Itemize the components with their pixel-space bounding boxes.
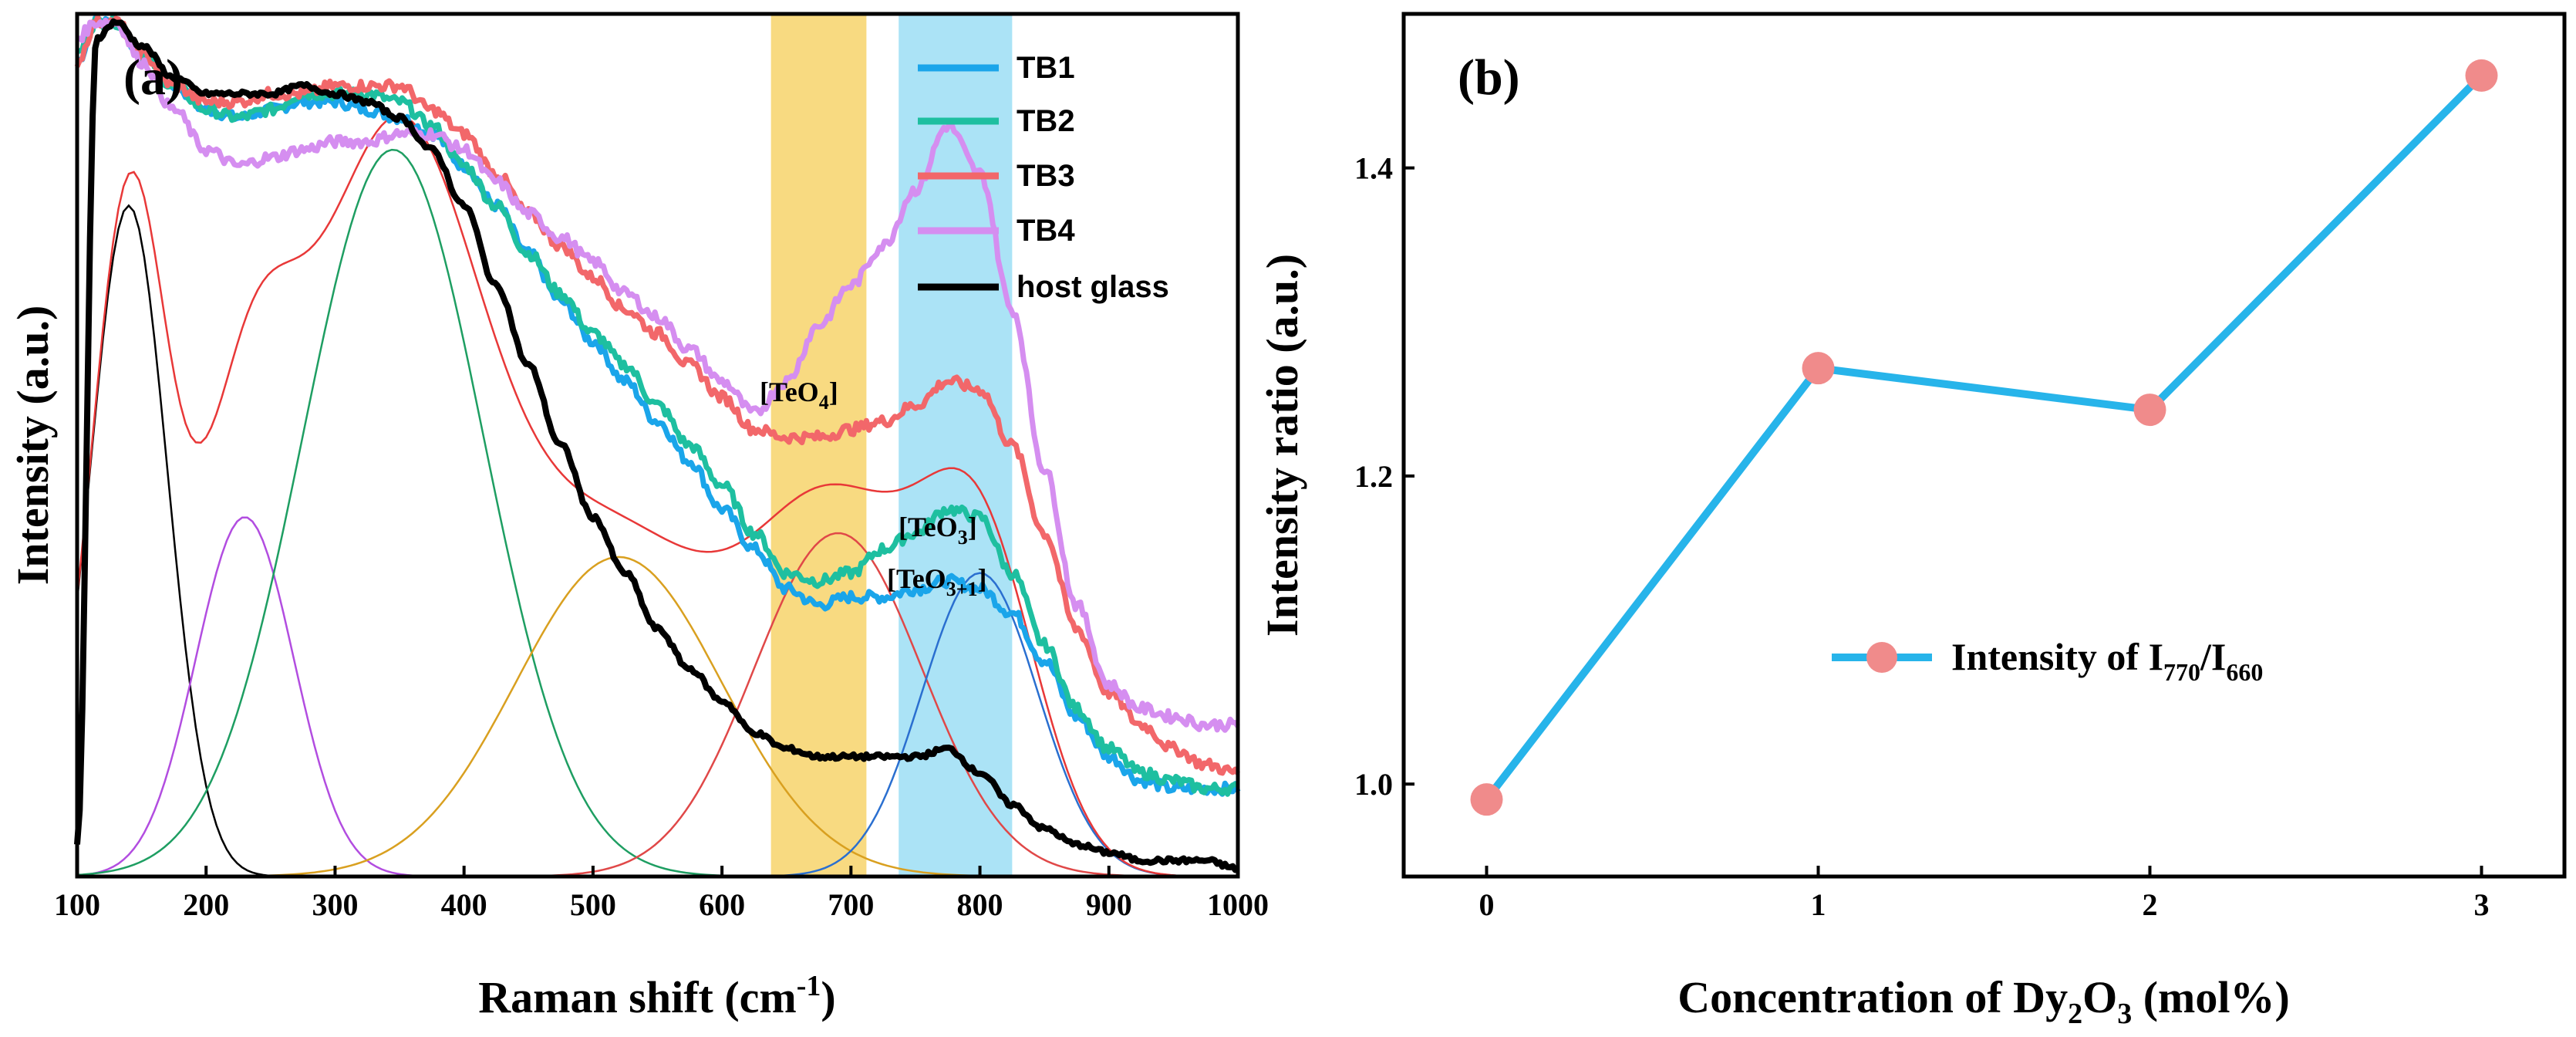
annotation-teo4: [TeO4] <box>760 377 838 414</box>
legend-label-tb4: TB4 <box>1017 214 1075 248</box>
ratio-line <box>1483 73 2485 802</box>
fit-envelope <box>76 114 1238 878</box>
panel-b-ticks: 0 1 2 3 1.0 1.2 1.4 <box>1354 151 2490 922</box>
x-tick-label: 800 <box>957 887 1003 922</box>
x-tick-label: 400 <box>441 887 487 922</box>
annotation-teo3: [TeO3] <box>899 512 977 549</box>
panel-b-legend: Intensity of I770/I660 <box>1832 635 2263 686</box>
x-tick-label: 1 <box>1811 887 1826 922</box>
panel-a-x-axis-label: Raman shift (cm-1) <box>478 970 835 1022</box>
x-tick-label: 700 <box>828 887 874 922</box>
ratio-point <box>1470 783 1503 816</box>
x-tick-label: 500 <box>570 887 616 922</box>
legend-label-tb1: TB1 <box>1017 51 1075 85</box>
fit-peak-4 <box>77 556 1238 878</box>
ratio-point <box>1802 352 1835 385</box>
teo4-band <box>770 14 867 877</box>
x-tick-label: 0 <box>1479 887 1495 922</box>
y-tick-label: 1.4 <box>1354 151 1393 186</box>
ratio-series <box>1470 59 2498 816</box>
legend-label-ratio: Intensity of I770/I660 <box>1951 635 2263 686</box>
x-tick-label: 600 <box>699 887 745 922</box>
ratio-point <box>2133 394 2166 427</box>
panel-a-frame <box>75 12 1240 879</box>
legend-label-host: host glass <box>1017 270 1169 304</box>
legend-label-tb2: TB2 <box>1017 104 1075 138</box>
y-tick-label: 1.2 <box>1354 459 1393 494</box>
legend-marker-ratio <box>1866 642 1897 673</box>
panel-a-legend: TB1 TB2 TB3 TB4 host glass <box>918 51 1169 304</box>
panel-b-frame <box>1401 12 2567 879</box>
ratio-point <box>2465 59 2498 92</box>
panel-b-x-axis-label: Concentration of Dy2O3 (mol%) <box>1677 972 2290 1030</box>
y-tick-label: 1.0 <box>1354 767 1393 802</box>
x-tick-label: 300 <box>312 887 358 922</box>
x-tick-label: 200 <box>183 887 229 922</box>
x-tick-label: 100 <box>54 887 100 922</box>
panel-a: 100 200 300 400 500 600 700 800 900 1000 (a) TB1 … <box>8 12 1269 1022</box>
legend-label-tb3: TB3 <box>1017 159 1075 193</box>
x-tick-label: 2 <box>2143 887 2158 922</box>
spectra-series <box>74 13 1241 873</box>
panel-a-y-axis-label: Intensity (a.u.) <box>8 306 58 586</box>
panel-a-x-ticks: 100 200 300 400 500 600 700 800 900 1000 <box>54 866 1269 922</box>
panel-a-label: (a) <box>123 49 183 106</box>
fit-peak-6 <box>77 572 1238 878</box>
x-tick-label: 1000 <box>1207 887 1269 922</box>
x-tick-label: 3 <box>2474 887 2490 922</box>
series-tb4 <box>76 17 1240 733</box>
annotation-teo3-1: [TeO3+1] <box>887 563 987 600</box>
teo3-band <box>899 14 1013 877</box>
panel-b: 0 1 2 3 1.0 1.2 1.4 (b) Intensity of I770/I660… <box>1257 12 2567 1030</box>
series-host-glass <box>74 18 1240 873</box>
panel-b-y-axis-label: Intensity ratio (a.u.) <box>1257 254 1307 637</box>
series-tb2 <box>76 13 1239 797</box>
panel-b-label: (b) <box>1458 49 1520 106</box>
x-tick-label: 900 <box>1086 887 1132 922</box>
